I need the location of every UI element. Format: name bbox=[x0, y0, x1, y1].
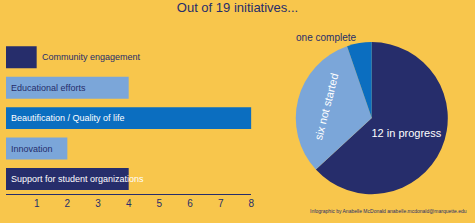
svg-text:six not started: six not started bbox=[312, 72, 340, 141]
svg-text:Support for student organizati: Support for student organizations bbox=[11, 174, 144, 184]
svg-text:Educational efforts: Educational efforts bbox=[11, 83, 86, 93]
svg-text:one complete: one complete bbox=[296, 32, 356, 43]
svg-text:1: 1 bbox=[34, 198, 40, 209]
svg-text:Community engagement: Community engagement bbox=[42, 52, 141, 62]
svg-text:5: 5 bbox=[157, 198, 163, 209]
svg-text:4: 4 bbox=[126, 198, 132, 209]
svg-text:Infographic by Anabelle McDona: Infographic by Anabelle McDonald anabell… bbox=[310, 208, 467, 214]
svg-text:3: 3 bbox=[95, 198, 101, 209]
svg-text:7: 7 bbox=[218, 198, 224, 209]
svg-text:Out of 19 initiatives...: Out of 19 initiatives... bbox=[177, 0, 298, 15]
svg-text:8: 8 bbox=[249, 198, 255, 209]
svg-text:Beautification / Quality of li: Beautification / Quality of life bbox=[11, 113, 125, 123]
svg-text:Innovation: Innovation bbox=[11, 144, 53, 154]
svg-text:12 in progress: 12 in progress bbox=[371, 127, 441, 139]
svg-text:6: 6 bbox=[187, 198, 193, 209]
svg-text:2: 2 bbox=[65, 198, 71, 209]
